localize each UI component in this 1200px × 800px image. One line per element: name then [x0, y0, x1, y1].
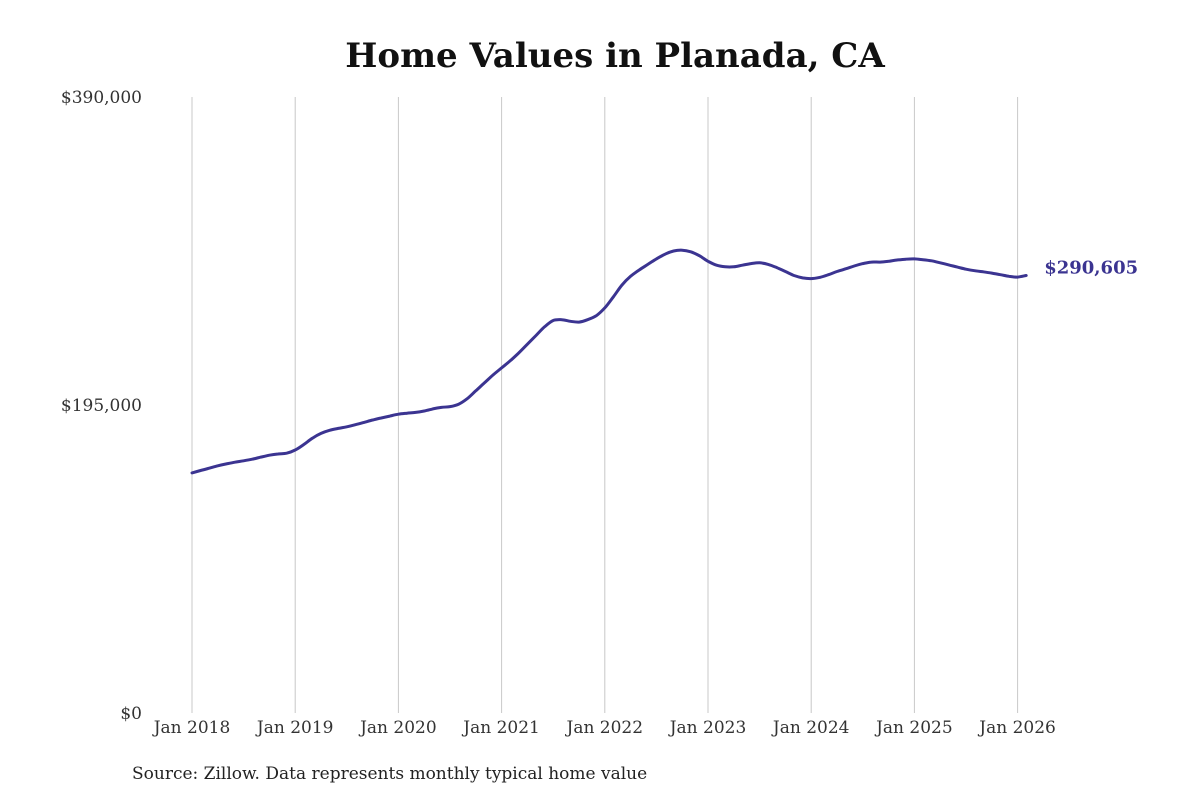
- chart-title: Home Values in Planada, CA: [345, 36, 885, 76]
- source-note: Source: Zillow. Data represents monthly …: [132, 764, 648, 784]
- y-tick-label: $195,000: [61, 396, 142, 416]
- y-axis-tick-labels: $390,000 $195,000 $0: [61, 88, 142, 724]
- grid-lines: [191, 97, 1019, 713]
- x-tick-label: Jan 2021: [461, 718, 540, 738]
- x-tick-label: Jan 2024: [771, 718, 850, 738]
- series-layer: [190, 248, 1028, 475]
- x-tick-label: Jan 2018: [152, 718, 231, 738]
- y-tick-label: $0: [120, 704, 142, 724]
- y-tick-label: $390,000: [61, 88, 142, 108]
- x-tick-label: Jan 2026: [977, 718, 1056, 738]
- x-tick-label: Jan 2020: [358, 718, 437, 738]
- end-label-layer: $290,605: [1044, 257, 1138, 278]
- x-tick-label: Jan 2023: [668, 718, 747, 738]
- series-line: [190, 248, 1028, 475]
- x-tick-label: Jan 2019: [255, 718, 334, 738]
- x-tick-label: Jan 2022: [565, 718, 644, 738]
- end-value-label: $290,605: [1044, 257, 1138, 278]
- x-axis-tick-labels: Jan 2018 Jan 2019 Jan 2020 Jan 2021 Jan 2022…: [152, 718, 1056, 738]
- x-tick-label: Jan 2025: [874, 718, 953, 738]
